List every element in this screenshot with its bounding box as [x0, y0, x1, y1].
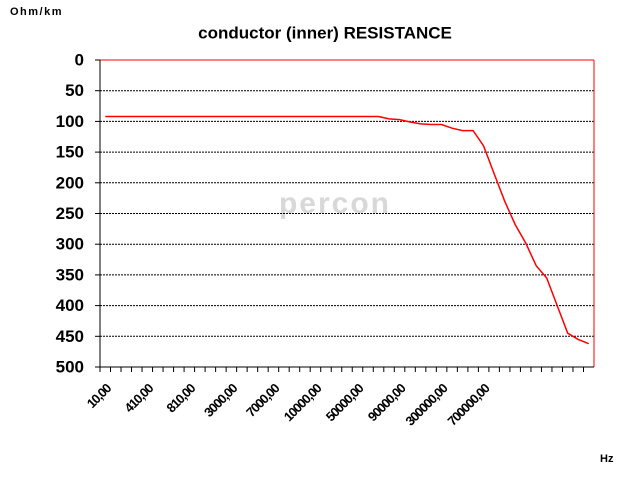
y-tick-label: 300 [56, 235, 84, 254]
y-tick-label: 150 [56, 143, 84, 162]
y-tick-label: 450 [56, 327, 84, 346]
x-tick-label: 700000,00 [444, 380, 492, 428]
y-tick-label: 400 [56, 296, 84, 315]
y-tick-label: 0 [75, 50, 84, 69]
data-line [105, 115, 589, 345]
x-tick-label: 7000,00 [243, 380, 282, 419]
y-tick-label: 50 [65, 81, 84, 100]
y-tick-label: 500 [56, 357, 84, 376]
x-axis-label: Hz [600, 453, 614, 465]
x-tick-label: 3000,00 [201, 380, 240, 419]
y-tick-label: 250 [56, 204, 84, 223]
y-tick-label: 200 [56, 173, 84, 192]
x-tick-label: 10000,00 [281, 380, 325, 424]
x-tick-label: 410,00 [121, 380, 156, 415]
y-tick-label: 350 [56, 265, 84, 284]
chart-title: conductor (inner) RESISTANCE [198, 23, 452, 42]
x-tick-label: 50000,00 [323, 380, 367, 424]
y-tick-label: 100 [56, 112, 84, 131]
x-tick-label: 300000,00 [402, 380, 450, 428]
x-tick-label: 810,00 [163, 380, 198, 415]
x-tick-label: 10,00 [84, 380, 115, 411]
y-axis-label: Ohm/km [10, 6, 63, 18]
watermark: percon [279, 187, 391, 220]
